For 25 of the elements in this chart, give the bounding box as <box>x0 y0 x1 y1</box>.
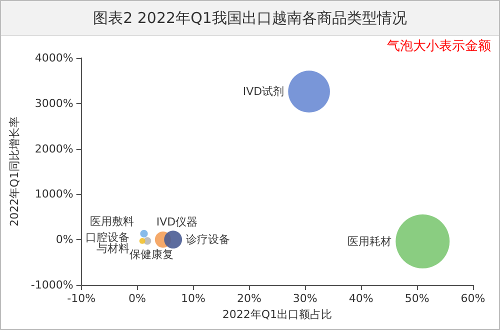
series-label: 医用耗材 <box>348 234 392 248</box>
x-tick-label: 50% <box>404 292 430 305</box>
y-tick-label: 2000% <box>34 142 74 156</box>
series-label: IVD仪器 <box>156 216 198 228</box>
y-axis-title: 2022年Q1同比增长率 <box>8 116 21 226</box>
series-label: 保健康复 <box>129 248 174 261</box>
x-tick-label: -10% <box>67 292 96 305</box>
y-tick-label: 0% <box>56 233 74 246</box>
series-label: 口腔设备与材料 <box>85 230 130 255</box>
x-tick-label: 10% <box>181 292 206 305</box>
series-label: 诊疗设备 <box>186 233 230 246</box>
y-tick-label: 4000% <box>34 52 74 64</box>
series-label: 医用敷料 <box>90 215 134 228</box>
x-tick-label: 20% <box>236 292 262 305</box>
x-tick-label: 40% <box>348 292 374 305</box>
x-tick-label: 0% <box>128 292 146 305</box>
x-tick-label: 60% <box>460 292 486 305</box>
y-tick-label: 3000% <box>34 96 74 110</box>
chart-title: 图表2 2022年Q1我国出口越南各商品类型情况 <box>1 1 499 36</box>
y-tick-label: -1000% <box>30 278 74 292</box>
y-tick-label: 1000% <box>34 188 74 201</box>
x-axis-title: 2022年Q1出口额占比 <box>222 308 332 321</box>
text: 气泡大小表示金额 <box>387 39 491 54</box>
x-tick-label: 30% <box>292 292 318 305</box>
series-label: IVD试剂 <box>242 85 284 98</box>
